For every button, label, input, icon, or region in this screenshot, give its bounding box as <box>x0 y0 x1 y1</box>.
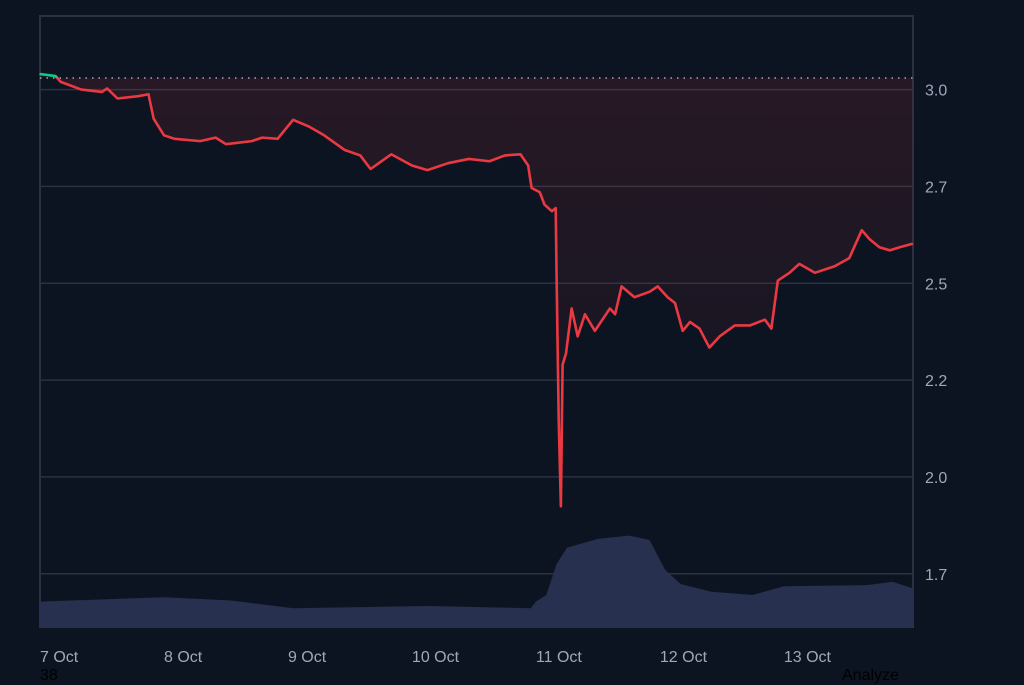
x-tick-label: 11 Oct <box>536 649 583 666</box>
data-point <box>764 318 766 321</box>
data-point <box>39 73 41 75</box>
data-point <box>708 346 711 349</box>
data-point <box>561 363 564 366</box>
price-line-down <box>55 77 913 508</box>
data-point <box>261 136 263 139</box>
data-point <box>749 324 751 327</box>
data-point <box>555 274 558 276</box>
volume-area <box>40 535 913 628</box>
data-point <box>147 93 150 96</box>
data-point <box>633 296 636 299</box>
data-point <box>199 140 201 142</box>
data-point <box>554 207 557 209</box>
data-point <box>527 164 529 167</box>
data-point <box>689 321 691 323</box>
data-point <box>833 265 836 268</box>
data-point <box>447 162 449 164</box>
data-point <box>116 97 119 100</box>
x-tick-label: 7 Oct <box>40 649 79 666</box>
data-point <box>570 307 573 310</box>
data-point <box>565 352 567 355</box>
volume-bars <box>40 535 913 628</box>
data-point <box>519 153 522 156</box>
data-point <box>307 125 310 128</box>
data-point <box>674 302 676 304</box>
data-point <box>878 246 881 249</box>
data-point <box>656 285 659 288</box>
data-point <box>59 81 62 83</box>
data-point <box>488 160 491 163</box>
data-point <box>101 91 103 93</box>
data-point <box>868 238 871 240</box>
data-point <box>163 134 165 137</box>
data-point <box>798 263 801 265</box>
data-point <box>620 285 623 288</box>
data-point <box>343 149 346 151</box>
data-point <box>225 143 227 146</box>
data-point <box>666 296 669 299</box>
data-point <box>911 242 914 245</box>
x-tick-label: 10 Oct <box>412 649 460 666</box>
data-point <box>54 75 57 77</box>
data-point <box>898 246 901 249</box>
data-point <box>276 137 279 140</box>
data-point <box>560 505 562 508</box>
data-point <box>543 203 546 206</box>
data-point <box>530 187 533 189</box>
x-tick-label: 12 Oct <box>660 649 708 666</box>
data-point <box>504 154 506 157</box>
data-point <box>718 335 721 338</box>
x-tick-label: 13 Oct <box>784 649 832 666</box>
data-point <box>576 335 579 338</box>
data-point <box>426 169 429 171</box>
data-point <box>250 140 253 142</box>
data-point <box>467 158 470 160</box>
y-tick-label: 3.0 <box>925 83 947 100</box>
data-point <box>369 168 372 170</box>
y-tick-label: 2.0 <box>925 470 947 487</box>
data-point <box>173 137 176 140</box>
y-tick-label: 1.7 <box>925 567 947 584</box>
plot-frame <box>39 15 914 628</box>
x-tick-label: 8 Oct <box>164 649 203 666</box>
y-tick-label: 2.7 <box>925 179 947 196</box>
footer-left-text: 38 <box>40 667 58 684</box>
data-point <box>106 87 108 90</box>
data-point <box>770 327 773 330</box>
data-point <box>390 153 393 156</box>
data-point <box>681 330 684 332</box>
analyze-button[interactable]: Analyze <box>842 667 899 684</box>
data-point <box>80 88 83 91</box>
data-point <box>323 134 325 137</box>
y-tick-label: 2.2 <box>925 373 947 390</box>
data-point <box>152 117 155 120</box>
data-point <box>137 95 139 97</box>
data-point <box>411 164 413 167</box>
data-point <box>733 324 736 327</box>
data-point <box>594 330 596 332</box>
x-tick-label: 9 Oct <box>288 649 327 666</box>
data-point <box>557 419 560 422</box>
data-point <box>814 272 816 274</box>
data-point <box>860 229 863 231</box>
data-point <box>359 154 362 157</box>
data-point <box>788 272 791 274</box>
data-point <box>551 210 553 213</box>
data-point <box>848 257 851 259</box>
data-point <box>614 313 616 316</box>
data-point <box>648 290 651 293</box>
y-axis: 3.0 2.7 2.5 2.2 2.0 1.7 <box>925 83 947 584</box>
x-axis: 7 Oct 8 Oct 9 Oct 10 Oct 11 Oct 12 Oct 13 Oct <box>40 649 832 666</box>
y-tick-label: 2.5 <box>925 276 947 293</box>
data-point <box>609 307 611 310</box>
data-point <box>538 191 541 194</box>
data-point <box>584 313 586 316</box>
data-point <box>777 279 779 282</box>
data-point <box>292 119 294 121</box>
data-point <box>214 136 217 139</box>
data-point <box>888 249 891 252</box>
data-point <box>698 327 701 330</box>
price-area-fill <box>40 77 913 507</box>
